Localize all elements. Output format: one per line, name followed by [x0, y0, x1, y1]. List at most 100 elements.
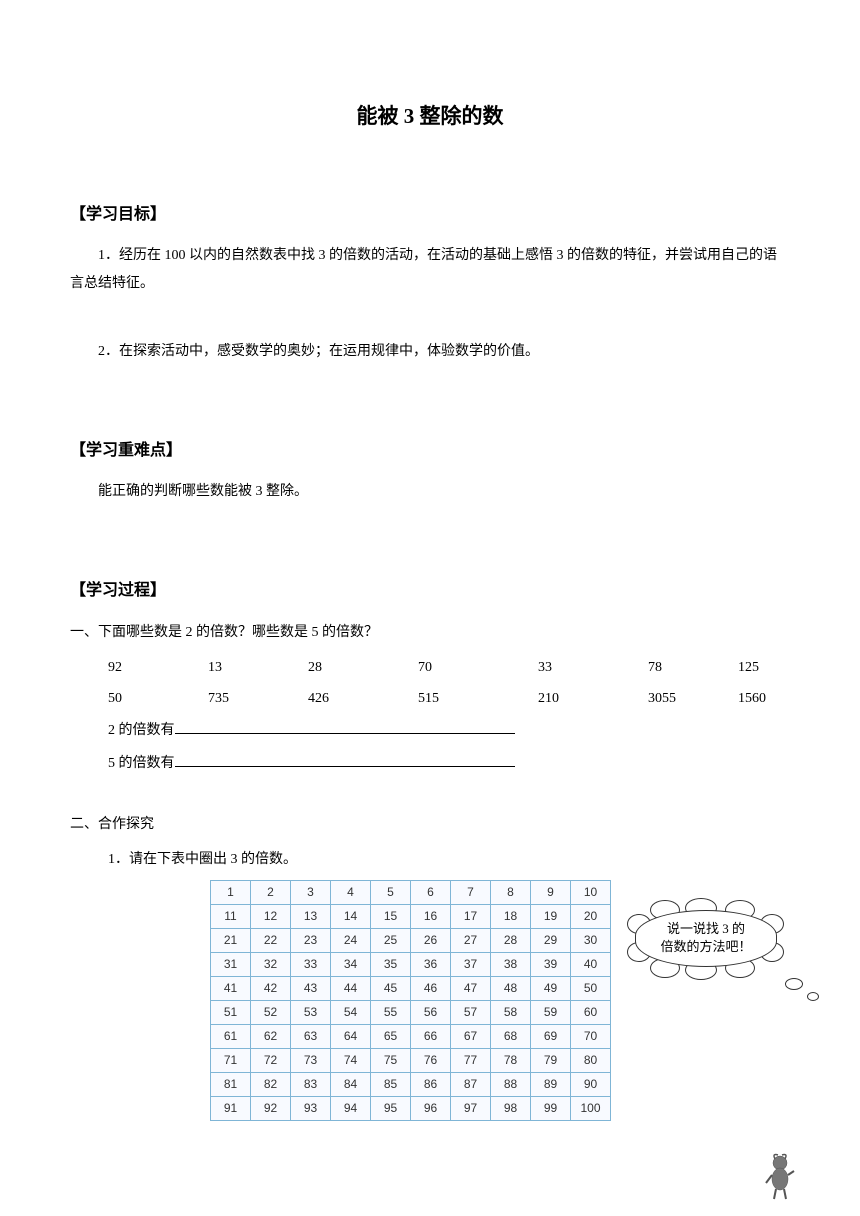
- num: 92: [108, 653, 208, 684]
- grid-cell: 46: [411, 976, 451, 1000]
- grid-cell: 5: [371, 880, 411, 904]
- grid-cell: 79: [531, 1048, 571, 1072]
- grid-cell: 7: [451, 880, 491, 904]
- grid-cell: 8: [491, 880, 531, 904]
- bubble-dot: [785, 978, 803, 990]
- grid-cell: 87: [451, 1072, 491, 1096]
- num: 1560: [738, 684, 766, 715]
- grid-cell: 20: [571, 904, 611, 928]
- grid-cell: 62: [251, 1024, 291, 1048]
- grid-cell: 11: [211, 904, 251, 928]
- grid-cell: 49: [531, 976, 571, 1000]
- objective-item-2: 2．在探索活动中，感受数学的奥妙；在运用规律中，体验数学的价值。: [70, 338, 790, 366]
- grid-cell: 82: [251, 1072, 291, 1096]
- grid-cell: 61: [211, 1024, 251, 1048]
- thought-bubble: 说一说找 3 的倍数的方法吧！ 。: [635, 910, 805, 990]
- grid-cell: 57: [451, 1000, 491, 1024]
- num: 33: [538, 653, 648, 684]
- num: 78: [648, 653, 738, 684]
- page-title: 能被 3 整除的数: [70, 100, 790, 130]
- grid-cell: 65: [371, 1024, 411, 1048]
- grid-cell: 43: [291, 976, 331, 1000]
- grid-cell: 95: [371, 1096, 411, 1120]
- grid-cell: 58: [491, 1000, 531, 1024]
- grid-cell: 31: [211, 952, 251, 976]
- bubble-text: 说一说找 3 的倍数的方法吧！: [635, 910, 777, 967]
- grid-cell: 66: [411, 1024, 451, 1048]
- q1-numbers-row1: 92 13 28 70 33 78 125: [70, 653, 790, 684]
- num: 735: [208, 684, 308, 715]
- grid-cell: 36: [411, 952, 451, 976]
- keypoints-heading: 【学习重难点】: [70, 436, 790, 460]
- grid-cell: 63: [291, 1024, 331, 1048]
- grid-cell: 33: [291, 952, 331, 976]
- grid-cell: 22: [251, 928, 291, 952]
- fill-label: 5 的倍数有: [108, 756, 175, 771]
- q1-fill-2: 2 的倍数有: [70, 716, 790, 747]
- grid-cell: 30: [571, 928, 611, 952]
- grid-cell: 3: [291, 880, 331, 904]
- grid-cell: 100: [571, 1096, 611, 1120]
- grid-cell: 73: [291, 1048, 331, 1072]
- grid-cell: 93: [291, 1096, 331, 1120]
- grid-cell: 13: [291, 904, 331, 928]
- fill-label: 2 的倍数有: [108, 723, 175, 738]
- grid-cell: 2: [251, 880, 291, 904]
- keypoints-text: 能正确的判断哪些数能被 3 整除。: [70, 478, 790, 506]
- q2-sub: 1．请在下表中圈出 3 的倍数。: [70, 845, 790, 876]
- grid-cell: 60: [571, 1000, 611, 1024]
- num: 426: [308, 684, 418, 715]
- grid-cell: 45: [371, 976, 411, 1000]
- grid-cell: 26: [411, 928, 451, 952]
- grid-cell: 77: [451, 1048, 491, 1072]
- grid-cell: 50: [571, 976, 611, 1000]
- grid-cell: 24: [331, 928, 371, 952]
- objectives-heading: 【学习目标】: [70, 200, 790, 224]
- grid-cell: 54: [331, 1000, 371, 1024]
- grid-cell: 1: [211, 880, 251, 904]
- grid-cell: 4: [331, 880, 371, 904]
- grid-cell: 99: [531, 1096, 571, 1120]
- grid-cell: 96: [411, 1096, 451, 1120]
- grid-cell: 52: [251, 1000, 291, 1024]
- num: 13: [208, 653, 308, 684]
- grid-cell: 47: [451, 976, 491, 1000]
- grid-cell: 27: [451, 928, 491, 952]
- grid-cell: 28: [491, 928, 531, 952]
- fill-blank[interactable]: [175, 719, 515, 734]
- grid-cell: 51: [211, 1000, 251, 1024]
- grid-cell: 72: [251, 1048, 291, 1072]
- num: 210: [538, 684, 648, 715]
- grid-cell: 74: [331, 1048, 371, 1072]
- grid-cell: 68: [491, 1024, 531, 1048]
- grid-cell: 39: [531, 952, 571, 976]
- num: 3055: [648, 684, 738, 715]
- num: 125: [738, 653, 759, 684]
- grid-cell: 23: [291, 928, 331, 952]
- num: 28: [308, 653, 418, 684]
- number-grid-wrap: 1234567891011121314151617181920212223242…: [210, 880, 790, 1121]
- grid-cell: 84: [331, 1072, 371, 1096]
- grid-cell: 19: [531, 904, 571, 928]
- grid-cell: 64: [331, 1024, 371, 1048]
- q1-prompt: 一、下面哪些数是 2 的倍数？哪些数是 5 的倍数？: [70, 618, 790, 649]
- grid-cell: 69: [531, 1024, 571, 1048]
- grid-cell: 34: [331, 952, 371, 976]
- grid-cell: 40: [571, 952, 611, 976]
- grid-cell: 6: [411, 880, 451, 904]
- grid-cell: 85: [371, 1072, 411, 1096]
- grid-cell: 42: [251, 976, 291, 1000]
- grid-cell: 88: [491, 1072, 531, 1096]
- grid-cell: 38: [491, 952, 531, 976]
- grid-cell: 37: [451, 952, 491, 976]
- grid-cell: 44: [331, 976, 371, 1000]
- objective-item-1: 1．经历在 100 以内的自然数表中找 3 的倍数的活动，在活动的基础上感悟 3…: [70, 242, 790, 298]
- grid-cell: 83: [291, 1072, 331, 1096]
- grid-cell: 90: [571, 1072, 611, 1096]
- grid-cell: 92: [251, 1096, 291, 1120]
- grid-cell: 97: [451, 1096, 491, 1120]
- num: 70: [418, 653, 538, 684]
- number-grid: 1234567891011121314151617181920212223242…: [210, 880, 611, 1121]
- fill-blank[interactable]: [175, 752, 515, 767]
- grid-cell: 15: [371, 904, 411, 928]
